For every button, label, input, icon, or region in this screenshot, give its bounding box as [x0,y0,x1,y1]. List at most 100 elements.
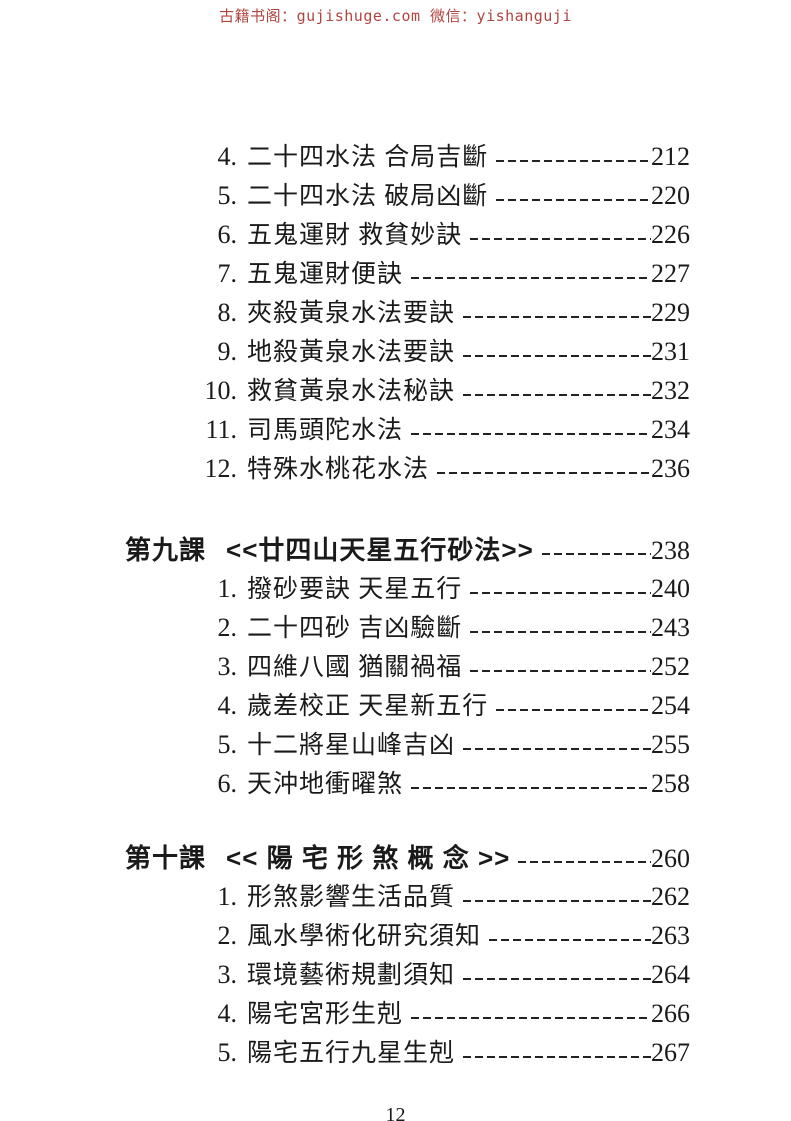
entry-number: 6. [217,769,238,798]
watermark-text: 古籍书阁：gujishuge.com 微信：yishanguji [219,7,572,25]
entry-page-number: 231 [651,337,690,366]
toc-entry-row: 9. 地殺黃泉水法要訣 231 [125,332,691,371]
dotted-leader [541,553,651,555]
entry-page-number: 232 [651,376,690,405]
dotted-leader [463,900,651,902]
entry-number: 12. [204,454,238,483]
entry-number: 4. [217,142,238,171]
dotted-leader [470,238,651,240]
entry-page-number: 236 [651,454,690,483]
entry-page-number: 220 [651,181,690,210]
toc-entry-row: 1. 撥砂要訣 天星五行 240 [125,569,691,608]
entry-number: 10. [204,376,238,405]
dotted-leader [518,861,651,863]
entry-title: 司馬頭陀水法 [247,417,404,444]
entry-page-number: 267 [651,1038,690,1067]
entry-title: 形煞影響生活品質 [247,884,456,911]
entry-page-number: 263 [651,921,690,950]
dotted-leader [463,1056,651,1058]
toc-entry-row: 3. 環境藝術規劃須知 264 [125,955,691,994]
entry-page-number: 234 [651,415,690,444]
dotted-leader [470,592,651,594]
chapter-label: 第十課 [125,843,207,873]
entry-title: 地殺黃泉水法要訣 [247,339,456,366]
dotted-leader [437,472,651,474]
entry-title: 四維八國 猶關禍福 [247,654,463,681]
entry-number: 3. [217,652,238,681]
toc-heading-row: 第九課 <<廿四山天星五行砂法>> 238 [125,530,690,569]
dotted-leader [411,787,651,789]
toc-entry-row: 4. 歲差校正 天星新五行 254 [125,686,691,725]
entry-title: 環境藝術規劃須知 [247,962,456,989]
entry-title: 風水學術化研究須知 [247,923,482,950]
table-of-contents: 4. 二十四水法 合局吉斷 212 5. 二十四水法 破局凶斷 220 6. 五鬼運財 救貧妙… [125,137,690,1072]
toc-entry-row: 4. 二十四水法 合局吉斷 212 [125,137,691,176]
entry-number: 4. [217,999,238,1028]
entry-number: 1. [217,882,238,911]
entry-title: 二十四砂 吉凶驗斷 [247,615,463,642]
entry-title: 陽宅宮形生剋 [247,1001,404,1028]
entry-number: 4. [217,691,238,720]
entry-title: 五鬼運財 救貧妙訣 [247,222,463,249]
entry-page-number: 262 [651,882,690,911]
chapter-title: << 陽 宅 形 煞 概 念 >> [226,843,511,873]
entry-title: 救貧黃泉水法秘訣 [247,378,456,405]
toc-entry-row: 5. 十二將星山峰吉凶 255 [125,725,691,764]
dotted-leader [463,978,651,980]
entry-title: 特殊水桃花水法 [247,456,430,483]
dotted-leader [463,355,651,357]
toc-entry-row: 8. 夾殺黃泉水法要訣 229 [125,293,691,332]
entry-page-number: 252 [651,652,690,681]
entry-number: 2. [217,613,238,642]
entry-number: 6. [217,220,238,249]
entry-title: 二十四水法 合局吉斷 [247,144,489,171]
entry-page-number: 229 [651,298,690,327]
entry-title: 歲差校正 天星新五行 [247,693,489,720]
toc-entry-row: 5. 陽宅五行九星生剋 267 [125,1033,691,1072]
entry-title: 十二將星山峰吉凶 [247,732,456,759]
entry-page-number: 254 [651,691,690,720]
toc-entry-row: 10. 救貧黃泉水法秘訣 232 [125,371,691,410]
entry-page-number: 226 [651,220,690,249]
toc-entry-row: 1. 形煞影響生活品質 262 [125,877,691,916]
entry-page-number: 255 [651,730,690,759]
toc-section: 第九課 <<廿四山天星五行砂法>> 238 1. 撥砂要訣 天星五行 240 2. 二十四砂 … [125,530,690,803]
entry-number: 8. [217,298,238,327]
page-number: 12 [385,1104,406,1121]
dotted-leader [470,670,651,672]
entry-page-number: 227 [651,259,690,288]
dotted-leader [411,1017,651,1019]
entry-title: 陽宅五行九星生剋 [247,1040,456,1067]
entry-number: 9. [217,337,238,366]
entry-title: 撥砂要訣 天星五行 [247,576,463,603]
toc-section: 4. 二十四水法 合局吉斷 212 5. 二十四水法 破局凶斷 220 6. 五鬼運財 救貧妙… [125,137,691,488]
toc-entry-row: 2. 二十四砂 吉凶驗斷 243 [125,608,691,647]
dotted-leader [411,433,651,435]
dotted-leader [463,748,651,750]
dotted-leader [496,199,651,201]
toc-entry-row: 4. 陽宅宮形生剋 266 [125,994,691,1033]
entry-page-number: 264 [651,960,690,989]
entry-number: 5. [217,1038,238,1067]
entry-number: 5. [217,181,238,210]
chapter-page-number: 260 [651,844,690,873]
toc-section: 第十課 << 陽 宅 形 煞 概 念 >> 260 1. 形煞影響生活品質 262 2. 風水… [125,838,690,1072]
toc-entry-row: 5. 二十四水法 破局凶斷 220 [125,176,691,215]
chapter-title: <<廿四山天星五行砂法>> [226,535,534,565]
toc-heading-row: 第十課 << 陽 宅 形 煞 概 念 >> 260 [125,838,690,877]
entry-page-number: 258 [651,769,690,798]
dotted-leader [496,709,651,711]
entry-page-number: 266 [651,999,690,1028]
chapter-page-number: 238 [651,536,690,565]
dotted-leader [489,939,651,941]
entry-title: 二十四水法 破局凶斷 [247,183,489,210]
toc-entry-row: 2. 風水學術化研究須知 263 [125,916,691,955]
entry-number: 5. [217,730,238,759]
dotted-leader [496,160,651,162]
toc-entry-row: 12. 特殊水桃花水法 236 [125,449,691,488]
entry-title: 五鬼運財便訣 [247,261,404,288]
entry-number: 3. [217,960,238,989]
entry-number: 7. [217,259,238,288]
entry-title: 天沖地衝曜煞 [247,771,404,798]
